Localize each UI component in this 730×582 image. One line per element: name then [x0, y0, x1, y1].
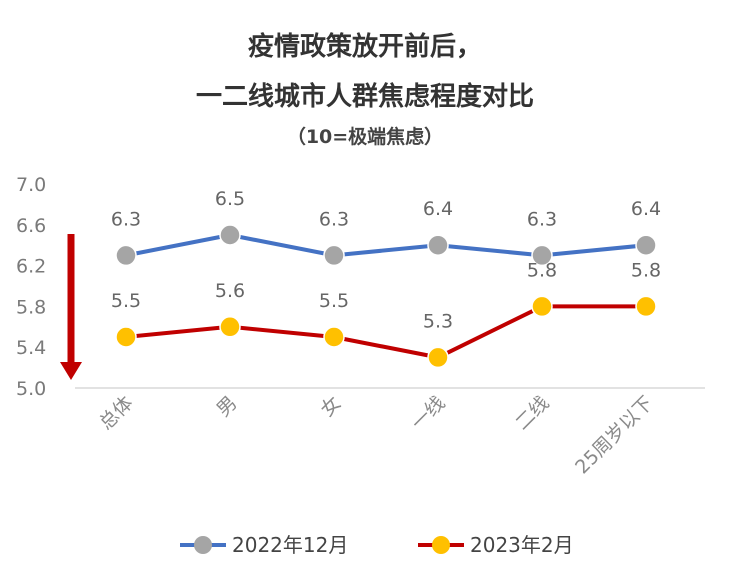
legend-marker — [194, 536, 212, 554]
x-category-label: 总体 — [95, 392, 137, 434]
y-tick-label: 5.8 — [16, 296, 46, 318]
data-point — [115, 326, 137, 348]
legend-label: 2022年12月 — [232, 533, 348, 557]
series-line — [124, 233, 648, 258]
legend: 2022年12月 2023年2月 — [180, 533, 574, 557]
data-label: 5.8 — [631, 259, 661, 281]
legend-marker — [432, 536, 450, 554]
data-point — [219, 224, 241, 246]
down-arrow-annotation — [60, 234, 82, 380]
series-layer: 6.3 6.5 6.3 6.4 6.3 6.4 5.5 5.6 5.5 5.3 5.8 5.8 — [111, 188, 661, 369]
x-axis: 总体 男 女 一线 二线 25周岁以下 — [95, 392, 657, 478]
data-label: 5.5 — [319, 290, 349, 312]
series-2: 5.5 5.6 5.5 5.3 5.8 5.8 — [111, 259, 661, 369]
data-point — [427, 234, 449, 256]
data-point — [115, 244, 137, 267]
data-point — [531, 244, 553, 267]
data-label: 6.3 — [111, 208, 141, 230]
data-point — [323, 244, 345, 267]
data-label: 6.3 — [319, 208, 349, 230]
data-label: 6.3 — [527, 208, 557, 230]
data-label: 6.4 — [423, 198, 453, 220]
data-label: 6.4 — [631, 198, 661, 220]
x-category-label: 女 — [317, 392, 346, 421]
chart-subtitle: （10=极端焦虑） — [286, 126, 444, 148]
data-point — [635, 234, 657, 256]
y-tick-label: 6.2 — [16, 256, 46, 278]
x-category-label: 25周岁以下 — [571, 392, 657, 478]
legend-item: 2023年2月 — [418, 533, 574, 557]
data-point — [427, 346, 449, 369]
data-label: 6.5 — [215, 188, 245, 210]
y-tick-label: 5.4 — [16, 337, 46, 359]
data-label: 5.5 — [111, 290, 141, 312]
x-category-label: 男 — [213, 392, 242, 421]
chart-title-line-1: 疫情政策放开前后， — [247, 32, 482, 62]
data-point — [635, 295, 657, 318]
arrow-head — [60, 362, 82, 380]
y-tick-label: 6.6 — [16, 215, 46, 237]
data-point — [531, 295, 553, 318]
legend-item: 2022年12月 — [180, 533, 348, 557]
data-point — [323, 326, 345, 348]
x-category-label: 一线 — [407, 392, 449, 434]
y-axis: 5.0 5.4 5.8 6.2 6.6 7.0 — [16, 174, 46, 400]
series-line — [124, 304, 648, 360]
legend-label: 2023年2月 — [470, 533, 574, 557]
data-point — [219, 316, 241, 338]
chart-title-line-2: 一二线城市人群焦虑程度对比 — [195, 82, 534, 112]
series-1: 6.3 6.5 6.3 6.4 6.3 6.4 — [111, 188, 661, 267]
data-label: 5.3 — [423, 310, 453, 332]
data-label: 5.8 — [527, 259, 557, 281]
y-tick-label: 7.0 — [16, 174, 46, 196]
y-tick-label: 5.0 — [16, 378, 46, 400]
data-label: 5.6 — [215, 280, 245, 302]
x-category-label: 二线 — [511, 392, 553, 434]
